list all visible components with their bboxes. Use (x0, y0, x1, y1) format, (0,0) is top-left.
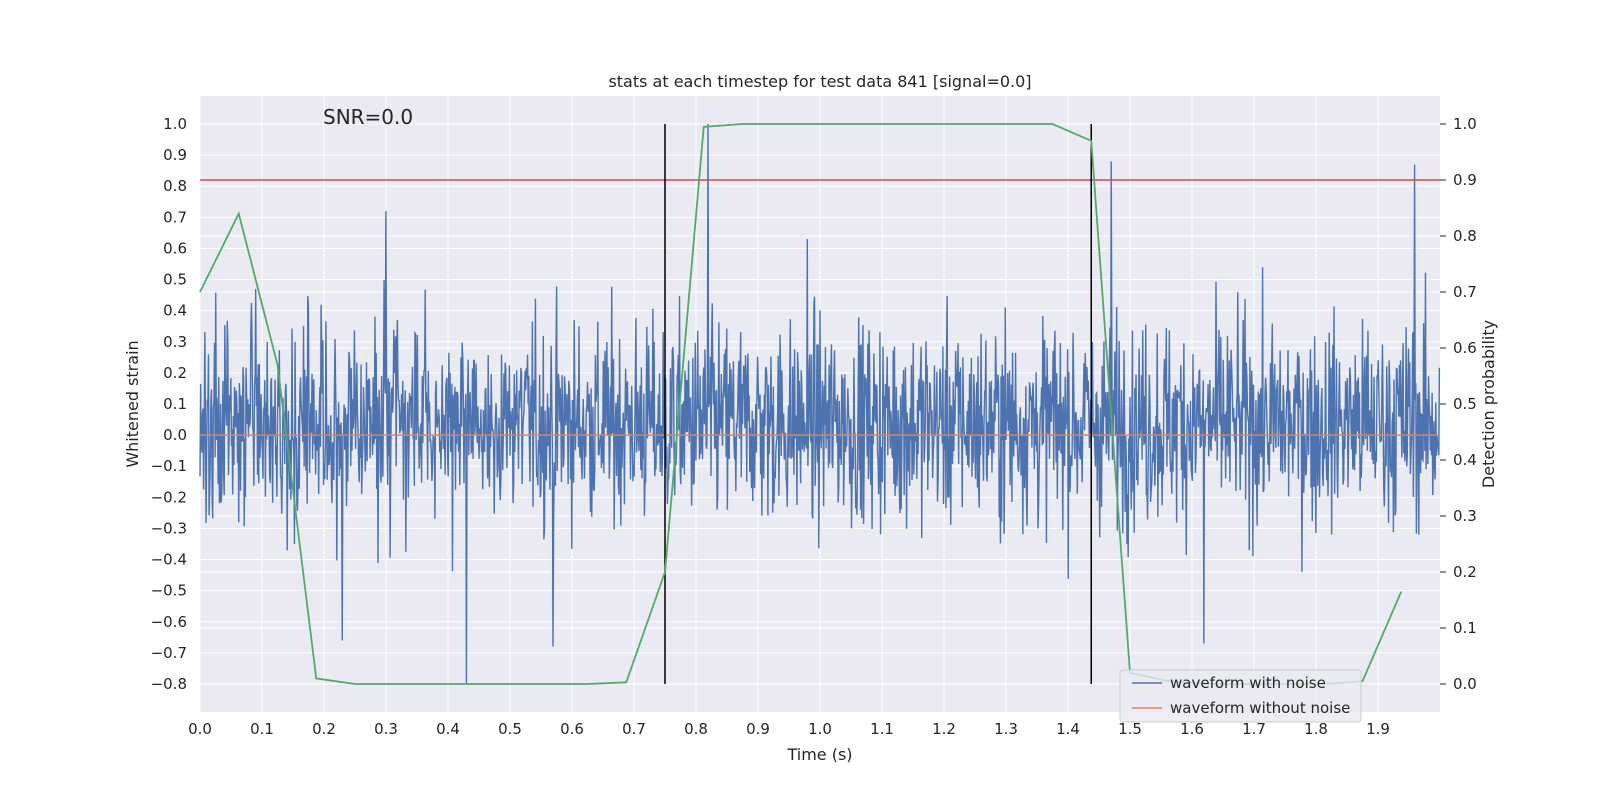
x-tick-label: 0.6 (560, 720, 584, 738)
legend-label-clean: waveform without noise (1170, 699, 1350, 717)
y-tick-label: 0.4 (163, 302, 187, 320)
x-tick-label: 1.4 (1056, 720, 1080, 738)
x-tick-label: 1.7 (1242, 720, 1266, 738)
x-tick-label: 1.1 (870, 720, 894, 738)
y-tick-label: −0.8 (151, 675, 187, 693)
y2-tick-label: 1.0 (1453, 115, 1477, 133)
y-tick-label: 1.0 (163, 115, 187, 133)
x-tick-label: 0.4 (436, 720, 460, 738)
y2-tick-label: 0.9 (1453, 171, 1477, 189)
y-tick-label: 0.7 (163, 208, 187, 226)
y-tick-label: −0.7 (151, 644, 187, 662)
y2-tick-label: 0.2 (1453, 563, 1477, 581)
y-tick-label: −0.2 (151, 488, 187, 506)
y-tick-label: 0.0 (163, 426, 187, 444)
y-axis-label: Whitened strain (123, 340, 142, 467)
y-tick-label: 0.2 (163, 364, 187, 382)
y2-tick-label: 0.7 (1453, 283, 1477, 301)
y-tick-label: 0.6 (163, 239, 187, 257)
legend-label-noise: waveform with noise (1170, 674, 1326, 692)
legend: waveform with noise waveform without noi… (1119, 669, 1362, 723)
x-axis-label: Time (s) (786, 745, 852, 764)
y2-tick-label: 0.8 (1453, 227, 1477, 245)
x-tick-label: 0.1 (250, 720, 274, 738)
x-tick-label: 0.0 (188, 720, 212, 738)
y-tick-label: 0.5 (163, 271, 187, 289)
x-tick-label: 0.9 (746, 720, 770, 738)
x-tick-label: 0.3 (374, 720, 398, 738)
y2-tick-label: 0.1 (1453, 619, 1477, 637)
y2-tick-label: 0.3 (1453, 507, 1477, 525)
x-tick-label: 1.3 (994, 720, 1018, 738)
y-tick-label: −0.3 (151, 519, 187, 537)
y-tick-label: −0.4 (151, 551, 187, 569)
y-tick-label: 0.9 (163, 146, 187, 164)
y2-tick-label: 0.4 (1453, 451, 1477, 469)
legend-box (1119, 669, 1362, 723)
x-tick-label: 0.5 (498, 720, 522, 738)
x-tick-label: 1.5 (1118, 720, 1142, 738)
y2-tick-label: 0.5 (1453, 395, 1477, 413)
y-tick-label: 0.1 (163, 395, 187, 413)
y-tick-label: −0.1 (151, 457, 187, 475)
y-tick-label: −0.5 (151, 582, 187, 600)
x-tick-label: 0.7 (622, 720, 646, 738)
y2-axis-label: Detection probability (1479, 320, 1498, 488)
snr-annotation: SNR=0.0 (323, 105, 413, 129)
x-tick-label: 1.6 (1180, 720, 1204, 738)
x-tick-label: 1.0 (808, 720, 832, 738)
x-tick-label: 0.8 (684, 720, 708, 738)
y-tick-label: 0.3 (163, 333, 187, 351)
chart-title: stats at each timestep for test data 841… (608, 72, 1031, 91)
x-tick-label: 1.9 (1366, 720, 1390, 738)
x-tick-label: 1.8 (1304, 720, 1328, 738)
y2-tick-label: 0.6 (1453, 339, 1477, 357)
x-tick-label: 0.2 (312, 720, 336, 738)
axes-layer: 0.0 0.1 0.2 0.3 0.4 0.5 0.6 0.7 0.8 0.9 1.0 1.1 1.2 1… (151, 115, 1477, 738)
y-tick-label: 0.8 (163, 177, 187, 195)
x-tick-label: 1.2 (932, 720, 956, 738)
y2-tick-label: 0.0 (1453, 675, 1477, 693)
y-tick-label: −0.6 (151, 613, 187, 631)
